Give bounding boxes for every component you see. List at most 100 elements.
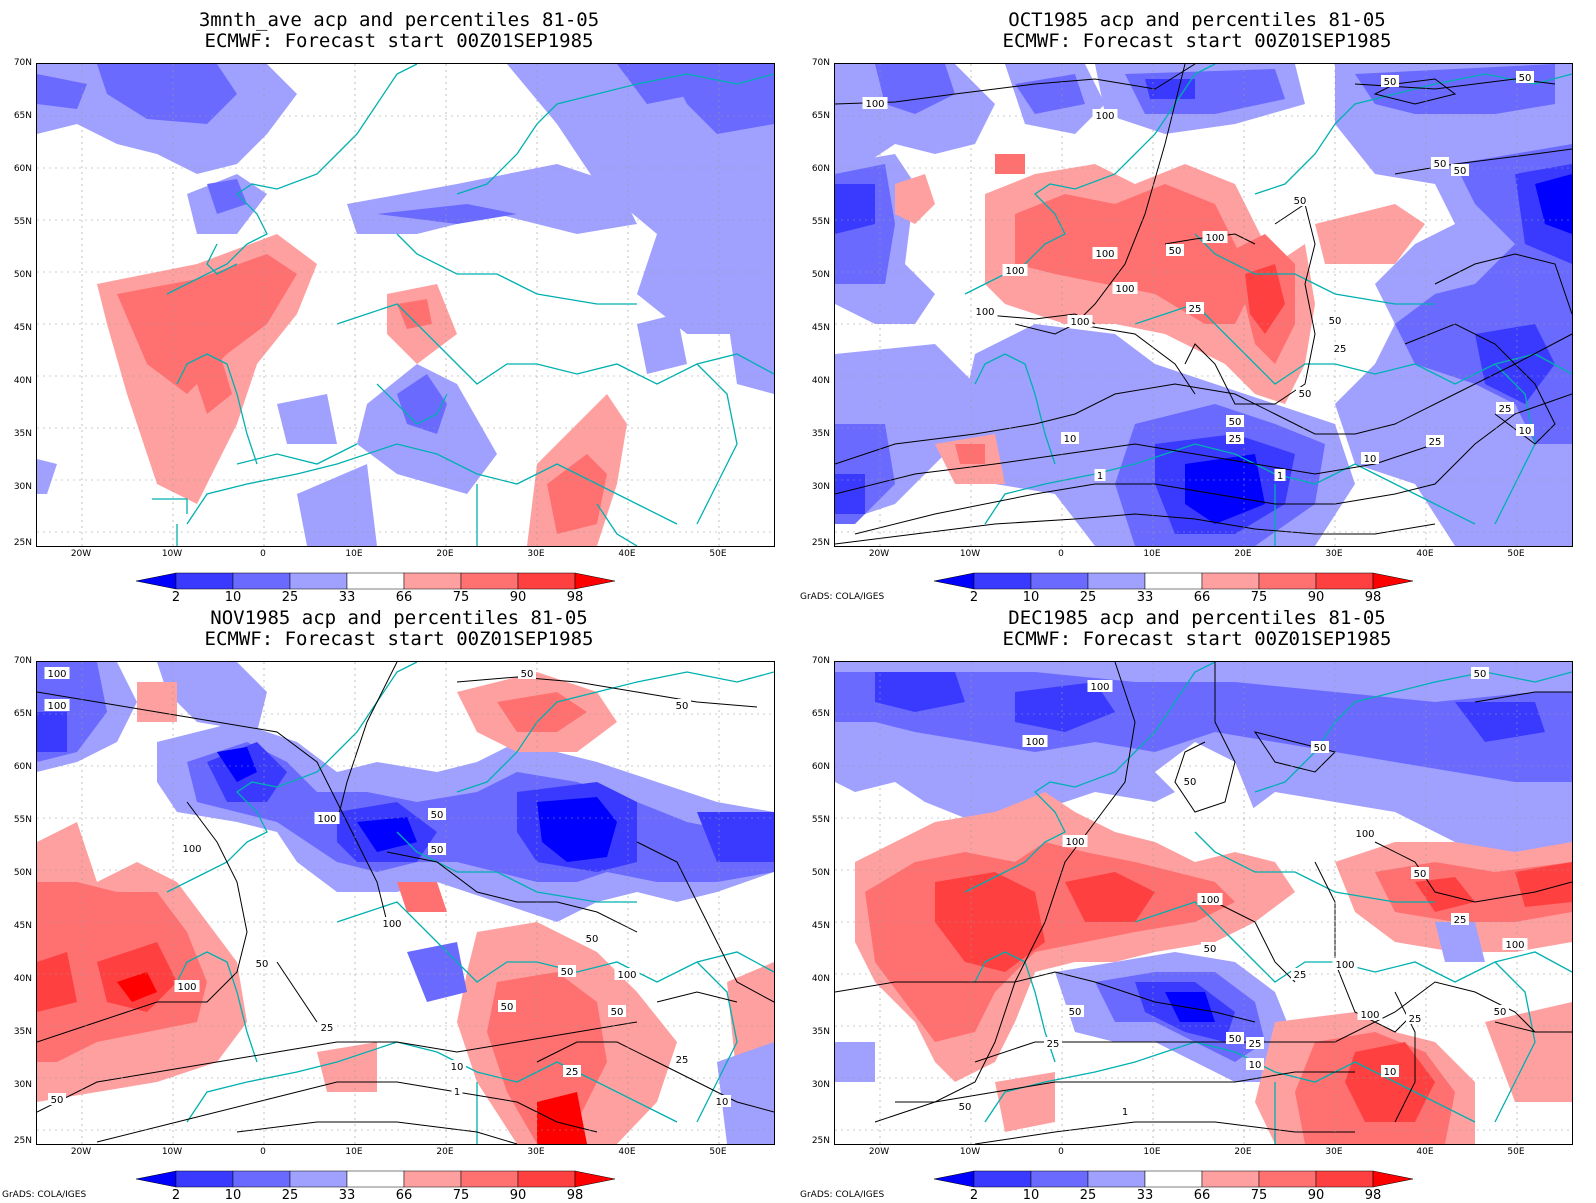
colorbar-segment (1030, 572, 1089, 590)
contour-label-bg (518, 667, 536, 679)
contour-label-bg (1332, 958, 1358, 970)
colorbar-label: 98 (566, 590, 584, 605)
y-tick: 65N (811, 709, 830, 719)
colorbar-segment (232, 1170, 291, 1188)
contour-label-bg (253, 957, 271, 969)
colorbar-label: 33 (338, 590, 356, 605)
contour-label-bg (673, 699, 691, 711)
contour-label: 100 (182, 844, 201, 855)
colorbar-label: 75 (1250, 590, 1268, 605)
contour-label: 50 (1329, 316, 1342, 327)
colorbar-label: 10 (1022, 590, 1040, 605)
colorbar-label: 66 (395, 590, 413, 605)
coastlines (152, 64, 774, 546)
y-tick: 55N (13, 815, 32, 825)
contour-labels: 100 100 50 50 100 100 50 50 100 50 50 100 100 50 50 50 2… (44, 667, 731, 1108)
contour-label: 50 (561, 967, 574, 978)
contour-label-bg (1516, 424, 1534, 436)
contour-label: 50 (1204, 944, 1217, 955)
grads-credit: GrADS: COLA/IGES (800, 592, 885, 602)
colorbar-segment (1372, 1170, 1414, 1188)
contour-label-bg (179, 842, 205, 854)
y-tick: 50N (13, 868, 32, 878)
x-tick: 40E (1416, 549, 1434, 559)
contour-label: 25 (1047, 1039, 1060, 1050)
contour-label: 50 (611, 1007, 624, 1018)
panel-title: OCT1985 acp and percentiles 81-05 (1008, 9, 1386, 31)
x-tick: 50E (1507, 549, 1525, 559)
contour-label: 10 (1519, 426, 1532, 437)
y-tick: 35N (13, 1027, 32, 1037)
contour-label-bg (44, 699, 70, 711)
colorbar-segment (289, 572, 348, 590)
contour-label: 50 (1229, 1034, 1242, 1045)
contour-label-bg (318, 1021, 336, 1033)
colorbar-segment (1144, 1170, 1203, 1188)
colorbar-segment (574, 1170, 616, 1188)
contour-label-bg (498, 1000, 516, 1012)
contour-label-bg (1491, 1005, 1509, 1017)
contour-label: 100 (1090, 682, 1109, 693)
map-svg: 50 50 100 100 50 50 50 50 100 100 100 100 100 100 25 50… (835, 64, 1572, 546)
x-tick: 20E (1234, 549, 1252, 559)
x-tick: 40E (1416, 1147, 1434, 1157)
contour-label-bg (379, 917, 405, 929)
contour-label: 50 (1414, 869, 1427, 880)
contour-label-bg (862, 97, 888, 109)
contour-label-bg (1087, 680, 1113, 692)
colorbar-label: 90 (1307, 590, 1325, 605)
y-tick: 60N (811, 164, 830, 174)
contour-label-bg (614, 968, 640, 980)
contour-label: 50 (1519, 73, 1532, 84)
y-tick: 50N (13, 270, 32, 280)
contour-label: 10 (1249, 1060, 1262, 1071)
contour-label: 100 (382, 919, 401, 930)
y-tick: 60N (811, 762, 830, 772)
contour-label: 10 (716, 1097, 729, 1108)
y-tick: 35N (13, 429, 32, 439)
y-tick: 30N (13, 482, 32, 492)
contour-label-bg (1044, 1037, 1062, 1049)
x-tick: 10W (161, 549, 183, 559)
contour-label-bg (563, 1065, 581, 1077)
x-tick: 10E (345, 1147, 363, 1157)
contour-label-bg (1022, 735, 1048, 747)
contour-label: 25 (1189, 304, 1202, 315)
contour-label: 25 (676, 1055, 689, 1066)
contour-label-bg (1311, 741, 1329, 753)
contour-label-bg (1291, 968, 1309, 980)
grid-lines (37, 662, 774, 1144)
y-tick: 70N (13, 656, 32, 666)
contour-label-bg (1331, 342, 1349, 354)
x-tick: 50E (709, 1147, 727, 1157)
grid-lines (835, 64, 1572, 546)
contours (37, 662, 774, 1144)
contour-label: 50 (676, 701, 689, 712)
colorbar-label: 66 (1193, 590, 1211, 605)
y-tick: 25N (811, 538, 830, 548)
map-panel-3mnth: 3mnth_ave acp and percentiles 81-05 ECMW… (0, 0, 798, 605)
contour-label: 50 (1434, 159, 1447, 170)
x-tick: 50E (1507, 1147, 1525, 1157)
contour-label: 50 (959, 1102, 972, 1113)
y-tick: 40N (13, 974, 32, 984)
y-tick: 45N (811, 323, 830, 333)
anomaly-shading (835, 662, 1572, 1144)
contour-label-bg (1406, 1012, 1424, 1024)
panel-title: 3mnth_ave acp and percentiles 81-05 (198, 9, 600, 31)
x-tick: 10E (1143, 1147, 1161, 1157)
contour-label: 50 (51, 1095, 64, 1106)
contour-label-bg (1226, 415, 1244, 427)
contour-label: 100 (975, 307, 994, 318)
contour-label-bg (1361, 452, 1379, 464)
contour-labels: 50 50 100 100 50 50 50 50 100 100 100 100 100 100 25 50… (862, 71, 1534, 482)
contour-label: 1 (454, 1087, 460, 1098)
colorbar-segment (403, 1170, 462, 1188)
contour-label: 100 (1095, 111, 1114, 122)
colorbar-label: 10 (224, 590, 242, 605)
x-tick: 30E (1325, 549, 1343, 559)
contour-label: 50 (521, 669, 534, 680)
contour-label: 50 (1384, 77, 1397, 88)
contour-label: 100 (1355, 829, 1374, 840)
contour-label: 100 (1360, 1010, 1379, 1021)
